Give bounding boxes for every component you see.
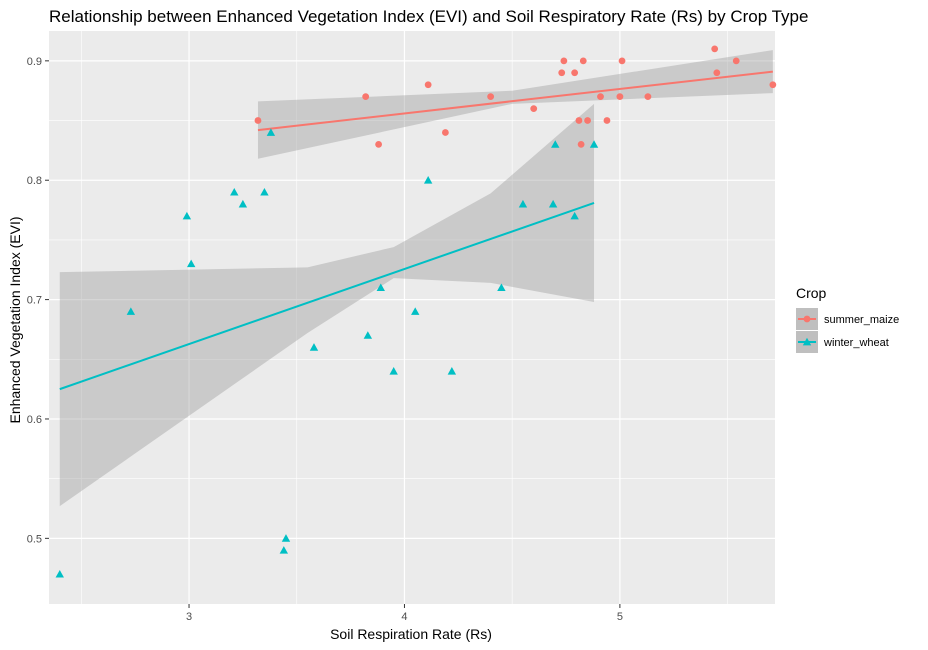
data-point-summer_maize [732,57,740,65]
data-point-summer_maize [584,117,591,124]
data-point-winter_wheat [126,307,136,315]
y-tick-label: 0.8 [27,175,42,187]
data-point-summer_maize [375,141,383,148]
data-point-summer_maize [597,93,604,101]
data-point-summer_maize [577,141,585,148]
trend-lines [59,70,773,391]
data-point-summer_maize [560,57,568,65]
data-point-winter_wheat [376,283,385,292]
legend-key-marker [802,337,812,346]
data-point-winter_wheat [186,259,196,268]
data-point-winter_wheat [309,343,319,351]
confidence-ribbons [59,50,773,507]
y-tick-label: 0.7 [27,295,42,307]
data-point-summer_maize [603,117,611,124]
chart-title: Relationship between Enhanced Vegetation… [49,7,808,26]
data-point-summer_maize [579,57,587,65]
data-point-winter_wheat [182,211,192,220]
y-tick-label: 0.5 [27,533,42,545]
data-point-summer_maize [713,69,721,77]
data-point-summer_maize [618,57,626,65]
legend-item-summer_maize: summer_maize [796,308,899,330]
y-axis-title: Enhanced Vegetation Index (EVI) [7,216,23,423]
data-point-summer_maize [616,93,624,101]
ci-ribbon-summer_maize [257,50,773,159]
x-tick-label: 5 [617,611,623,623]
data-point-winter_wheat [238,199,248,208]
data-point-winter_wheat [447,367,457,375]
data-point-winter_wheat [266,128,276,136]
trend-line-summer_maize [257,70,773,132]
x-tick-label: 4 [401,611,407,623]
data-point-summer_maize [424,81,432,89]
y-tick-label: 0.9 [27,56,42,68]
x-axis-ticks: 3 4 5 [186,604,623,623]
data-point-winter_wheat [551,140,560,148]
legend-key-marker [803,315,811,323]
data-point-winter_wheat [570,211,579,220]
x-axis-title: Soil Respiration Rate (Rs) [330,626,492,642]
data-point-summer_maize [487,93,495,101]
data-point-winter_wheat [230,187,239,196]
data-point-winter_wheat [589,140,599,148]
x-tick-label: 3 [186,611,192,623]
trend-line-winter_wheat [59,201,595,391]
data-point-summer_maize [571,69,579,77]
data-point-winter_wheat [497,283,506,292]
y-axis-ticks: 0.5 0.6 0.7 0.8 0.9 [27,56,49,545]
data-point-winter_wheat [518,199,528,208]
data-point-summer_maize [254,117,262,124]
data-point-summer_maize [530,105,538,112]
y-tick-label: 0.6 [27,414,42,426]
data-point-winter_wheat [260,187,269,196]
data-point-summer_maize [362,93,370,101]
data-point-winter_wheat [411,307,420,315]
legend-label: winter_wheat [823,337,889,349]
data-points [55,45,777,578]
data-point-winter_wheat [389,367,398,375]
data-point-winter_wheat [281,534,291,542]
data-point-summer_maize [558,69,566,77]
legend-item-winter_wheat: winter_wheat [796,331,889,353]
legend-title: Crop [796,285,827,301]
data-point-winter_wheat [55,569,64,578]
data-point-winter_wheat [363,331,373,339]
data-point-summer_maize [769,81,777,89]
data-point-winter_wheat [279,546,289,554]
data-point-summer_maize [711,45,719,53]
data-point-winter_wheat [423,176,433,184]
ci-ribbon-winter_wheat [59,103,595,507]
data-point-winter_wheat [548,199,558,208]
data-point-summer_maize [441,129,449,136]
legend: Crop summer_maize winter_wheat [796,285,899,353]
data-point-summer_maize [575,117,583,124]
legend-label: summer_maize [824,314,899,326]
grid [49,31,775,604]
plot-panel [49,31,775,604]
data-point-summer_maize [644,93,652,101]
